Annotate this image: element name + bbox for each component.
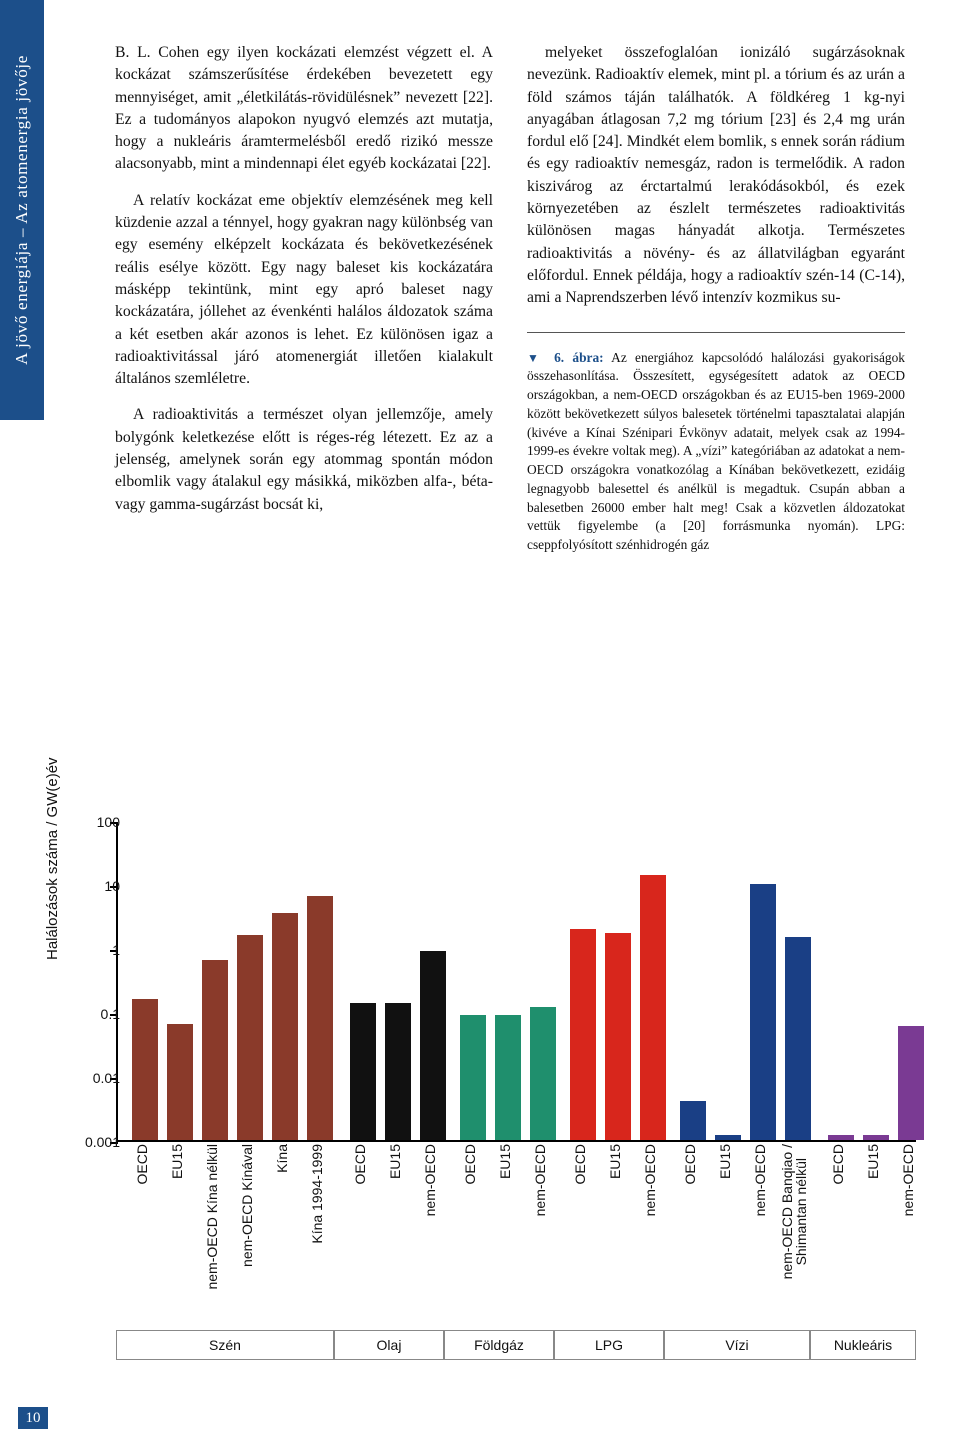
category-cell: Olaj — [334, 1330, 444, 1360]
caption-text: Az energiához kapcsolódó halálozási gyak… — [527, 350, 905, 553]
plot-area — [116, 822, 916, 1142]
page-number: 10 — [18, 1407, 48, 1429]
bar — [530, 1007, 556, 1140]
x-tick-label: nem-OECD — [643, 1144, 658, 1216]
paragraph: A relatív kockázat eme objektív elemzésé… — [115, 190, 493, 391]
bar — [350, 1003, 376, 1140]
x-tick-label: EU15 — [718, 1144, 733, 1179]
category-cell: LPG — [554, 1330, 664, 1360]
paragraph: B. L. Cohen egy ilyen kockázati elemzést… — [115, 42, 493, 176]
x-tick-label: nem-OECD — [753, 1144, 768, 1216]
bar — [495, 1015, 521, 1140]
paragraph: melyeket összefoglalóan ionizáló sugárzá… — [527, 42, 905, 310]
bar — [605, 933, 631, 1140]
bar — [640, 875, 666, 1140]
bar — [420, 951, 446, 1140]
x-tick-label: nem-OECD Kína nélkül — [205, 1144, 220, 1290]
bar — [828, 1135, 854, 1140]
x-tick-label: nem-OECD — [533, 1144, 548, 1216]
x-tick-label: OECD — [353, 1144, 368, 1184]
x-tick-label: EU15 — [498, 1144, 513, 1179]
x-tick-label: EU15 — [170, 1144, 185, 1179]
y-axis-label: Halálozások száma / GW(e)év — [44, 757, 61, 960]
sidebar-tab: A jövő energiája – Az atomenergia jövője — [0, 0, 44, 420]
bar — [863, 1135, 889, 1140]
x-tick-label: EU15 — [866, 1144, 881, 1179]
page: A jövő energiája – Az atomenergia jövője… — [0, 0, 960, 1445]
bar — [785, 937, 811, 1140]
bar — [750, 884, 776, 1140]
triangle-down-icon: ▼ — [527, 351, 544, 365]
y-tick-label: 0.1 — [64, 1006, 120, 1022]
bar — [307, 896, 333, 1140]
mortality-chart: Halálozások száma / GW(e)év SzénOlajFöld… — [68, 810, 928, 1380]
bar — [715, 1135, 741, 1140]
y-tick-label: 0.001 — [64, 1134, 120, 1150]
bar — [898, 1026, 924, 1140]
bar — [570, 929, 596, 1140]
x-tick-label: Kína 1994-1999 — [310, 1144, 325, 1244]
x-tick-label: Kína — [275, 1144, 290, 1173]
y-tick-label: 10 — [64, 878, 120, 894]
category-cell: Földgáz — [444, 1330, 554, 1360]
x-tick-label: OECD — [683, 1144, 698, 1184]
bar — [385, 1003, 411, 1140]
y-tick-label: 1 — [64, 942, 120, 958]
bar-row — [118, 820, 918, 1140]
body-text: B. L. Cohen egy ilyen kockázati elemzést… — [115, 42, 905, 787]
figure-caption: ▼ 6. ábra: Az energiához kapcsolódó halá… — [527, 332, 905, 555]
bar — [680, 1101, 706, 1140]
x-tick-label: nem-OECD — [901, 1144, 916, 1216]
bar — [460, 1015, 486, 1140]
x-tick-label: OECD — [463, 1144, 478, 1184]
caption-lead: 6. ábra: — [554, 350, 604, 365]
bar — [167, 1024, 193, 1140]
category-cell: Szén — [116, 1330, 334, 1360]
x-tick-label: EU15 — [388, 1144, 403, 1179]
bar — [202, 960, 228, 1140]
category-cell: Vízi — [664, 1330, 810, 1360]
y-tick-label: 100 — [64, 814, 120, 830]
category-cell: Nukleáris — [810, 1330, 916, 1360]
y-tick-label: 0.01 — [64, 1070, 120, 1086]
bar — [272, 913, 298, 1140]
category-axis: SzénOlajFöldgázLPGVíziNukleáris — [116, 1330, 916, 1360]
x-tick-label: EU15 — [608, 1144, 623, 1179]
sidebar-label: A jövő energiája – Az atomenergia jövője — [12, 55, 32, 365]
paragraph: A radioaktivitás a természet olyan jelle… — [115, 404, 493, 515]
x-tick-label: OECD — [831, 1144, 846, 1184]
x-tick-label: OECD — [573, 1144, 588, 1184]
x-tick-label: nem-OECD — [423, 1144, 438, 1216]
x-tick-label: nem-OECD Kínával — [240, 1144, 255, 1267]
bar — [237, 935, 263, 1140]
x-tick-label: OECD — [135, 1144, 150, 1184]
bar — [132, 999, 158, 1140]
x-tick-label: nem-OECD Banqiao / Shimantan nélkül — [780, 1144, 808, 1279]
